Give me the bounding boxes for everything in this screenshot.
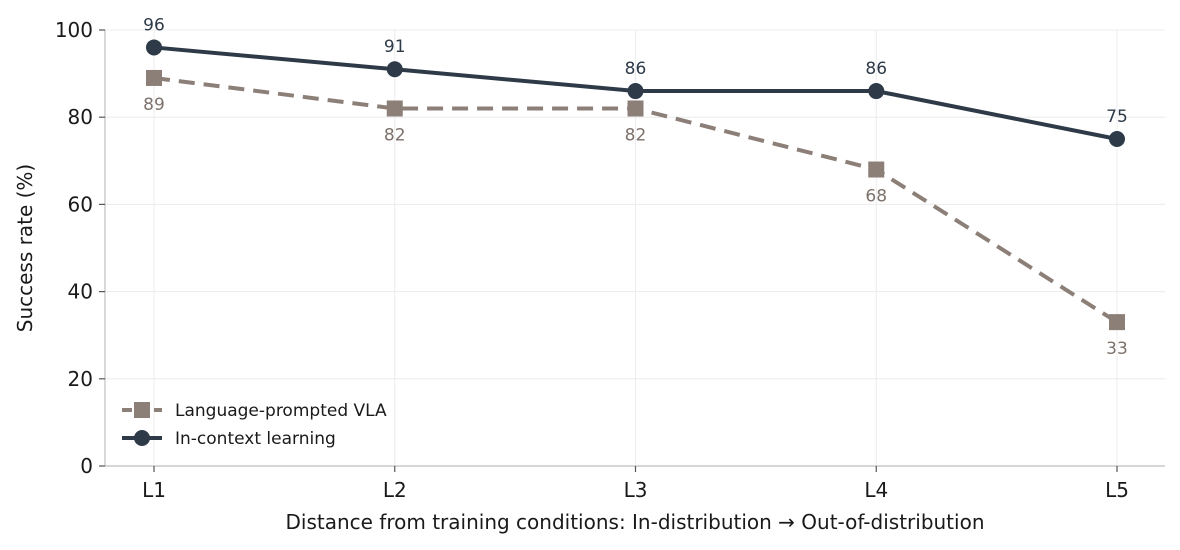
- y-tick-label: 80: [68, 105, 93, 129]
- x-tick-label: L4: [864, 478, 888, 502]
- series-language-prompted-vla: [146, 69, 1125, 331]
- y-tick-label: 20: [68, 367, 93, 391]
- data-label: 91: [384, 37, 406, 57]
- legend-label: Language-prompted VLA: [175, 401, 387, 421]
- data-label: 89: [143, 95, 165, 115]
- legend-entry: Language-prompted VLA: [122, 401, 387, 421]
- data-point: [627, 83, 644, 100]
- data-label: 33: [1106, 339, 1128, 359]
- y-axis-label: Success rate (%): [13, 164, 37, 332]
- data-label: 82: [625, 125, 647, 145]
- data-label: 75: [1106, 107, 1128, 127]
- legend-label: In-context learning: [175, 429, 336, 449]
- x-tick-label: L3: [624, 478, 648, 502]
- data-point: [627, 100, 644, 117]
- y-tick-label: 0: [80, 454, 93, 478]
- axes: 0 20 40 60 80 100 L1 L2 L3 L4 L5: [55, 18, 1165, 502]
- y-tick-label: 40: [68, 280, 93, 304]
- series-in-context-learning: [146, 39, 1125, 147]
- legend-entry: In-context learning: [122, 429, 336, 449]
- legend: Language-prompted VLA In-context learning: [122, 401, 387, 449]
- data-label: 68: [865, 187, 887, 207]
- data-point: [1109, 131, 1125, 147]
- y-tick-label: 100: [55, 18, 93, 42]
- legend-marker: [134, 430, 150, 446]
- x-tick-label: L1: [142, 478, 166, 502]
- data-point: [146, 69, 162, 86]
- data-label: 86: [625, 59, 647, 79]
- data-labels: 89 82 82 68 33 96 91 86 86 75: [143, 15, 1128, 359]
- data-label: 96: [143, 15, 165, 35]
- data-label: 86: [865, 59, 887, 79]
- data-label: 82: [384, 125, 406, 145]
- y-tick-label: 60: [68, 192, 93, 216]
- x-tick-label: L2: [383, 478, 407, 502]
- legend-marker: [134, 402, 150, 418]
- series-lines: [146, 39, 1125, 331]
- data-point: [386, 100, 403, 117]
- data-point: [386, 61, 403, 78]
- x-axis-label: Distance from training conditions: In-di…: [286, 510, 985, 534]
- data-point: [868, 83, 885, 100]
- data-point: [146, 39, 162, 56]
- x-tick-label: L5: [1105, 478, 1129, 502]
- data-point: [1109, 314, 1125, 331]
- data-point: [868, 161, 885, 178]
- grid-lines: [105, 29, 1165, 467]
